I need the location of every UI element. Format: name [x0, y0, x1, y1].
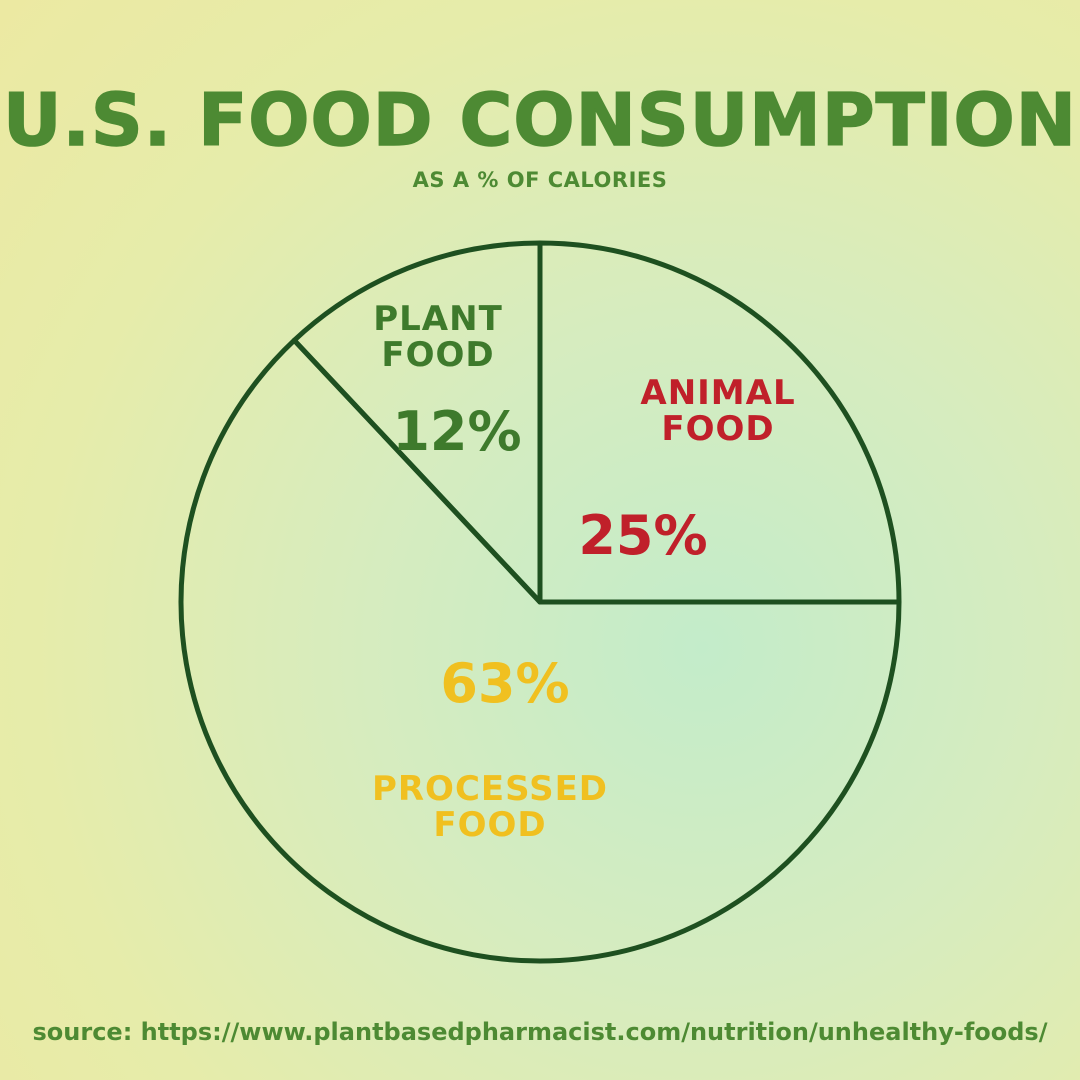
plant-food-slice — [291, 240, 543, 605]
plant-food-value: 12% — [392, 400, 522, 463]
chart-title: U.S. FOOD CONSUMPTION — [2, 77, 1077, 163]
processed-food-label: PROCESSED FOOD — [330, 769, 650, 845]
plant-food-name-line2: FOOD — [381, 334, 495, 375]
processed-food-value: 63% — [440, 652, 570, 715]
chart-subtitle: AS A % OF CALORIES — [412, 168, 668, 192]
plant-food-name-line1: PLANT — [373, 299, 503, 339]
processed-food-name-line2: FOOD — [433, 804, 547, 845]
processed-food-name-line1: PROCESSED — [371, 769, 609, 809]
animal-food-value: 25% — [578, 504, 708, 567]
animal-food-name-line2: FOOD — [661, 408, 775, 449]
processed-food-slice — [178, 337, 902, 964]
plant-food-label: PLANT FOOD — [338, 299, 538, 375]
animal-food-slice — [537, 240, 902, 605]
animal-food-name-line1: ANIMAL — [640, 373, 796, 413]
source-citation: source: https://www.plantbasedpharmacist… — [32, 1018, 1048, 1046]
animal-food-label: ANIMAL FOOD — [608, 373, 828, 449]
